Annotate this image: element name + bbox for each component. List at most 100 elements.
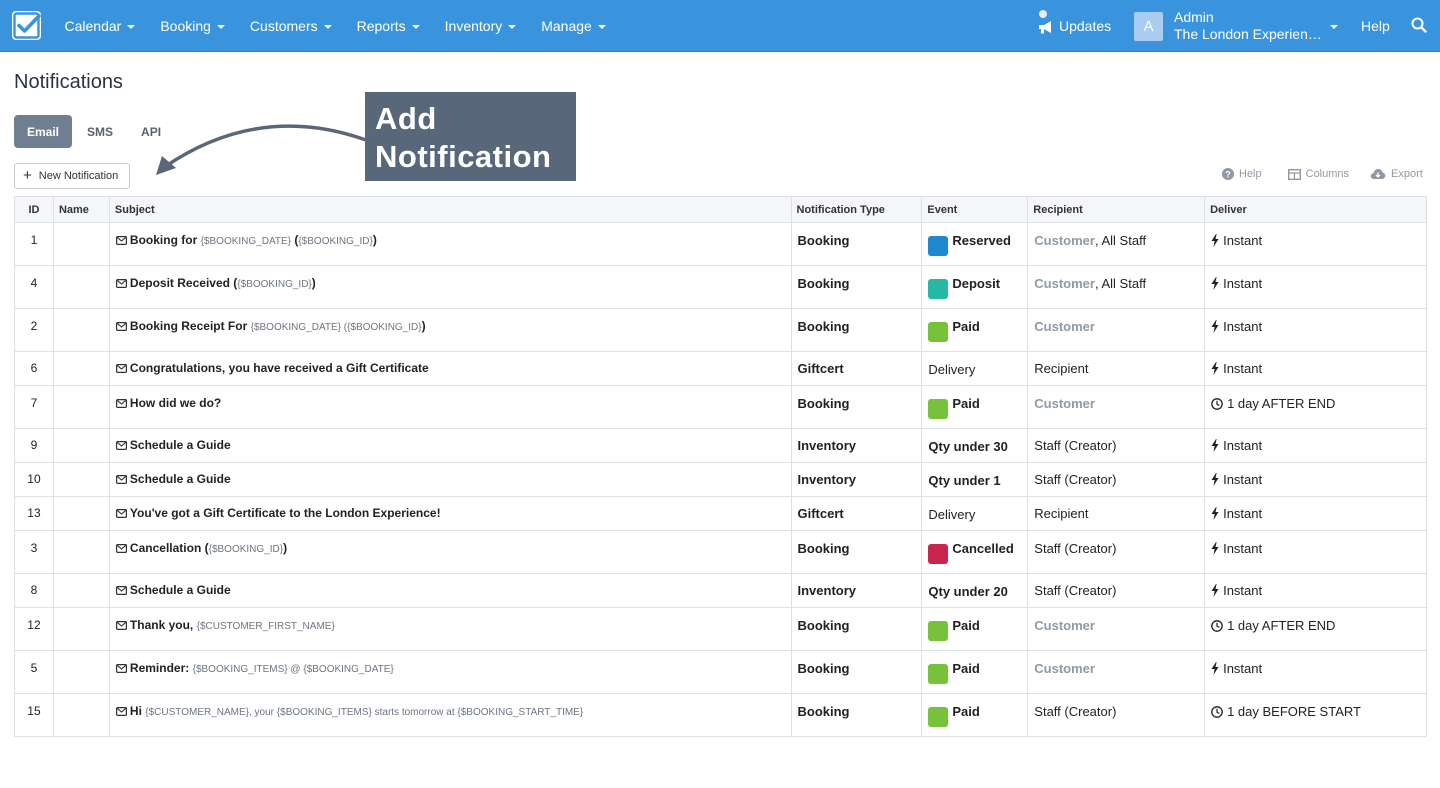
table-row[interactable]: 6 Congratulations, you have received a Gi… — [14, 351, 1427, 386]
user-menu[interactable]: A Admin The London Experience — [1134, 9, 1338, 43]
subject-variable: {$BOOKING_ID} — [237, 279, 312, 290]
bolt-icon — [1211, 277, 1219, 290]
recipient-text: Staff (Creator) — [1034, 541, 1117, 556]
cell-name — [52, 573, 110, 608]
tab-sms[interactable]: SMS — [87, 124, 114, 139]
cell-deliver: Instant — [1204, 428, 1427, 463]
cell-deliver: Instant — [1204, 265, 1427, 309]
subject-variable: {$BOOKING_ID} — [208, 544, 284, 555]
subject-variable: {$BOOKING_ITEMS} @ {$BOOKING_DATE} — [192, 664, 394, 675]
column-header-deliver[interactable]: Deliver — [1204, 196, 1427, 223]
columns-tool-button[interactable]: Columns — [1287, 168, 1350, 180]
envelope-icon — [115, 664, 127, 673]
column-header-event[interactable]: Event — [921, 196, 1029, 223]
nav-item-booking[interactable]: Booking — [148, 0, 238, 52]
cell-recipient: Customer, All Staff — [1027, 265, 1206, 309]
table-row[interactable]: 3 Cancellation ({$BOOKING_ID}) Booking Canc… — [14, 530, 1427, 574]
column-header-name[interactable]: Name — [52, 196, 110, 223]
cell-subject[interactable]: Booking for {$BOOKING_DATE} ({$BOOKING_I… — [108, 222, 792, 266]
column-header-notification-type[interactable]: Notification Type — [790, 196, 923, 223]
table-row[interactable]: 2 Booking Receipt For {$BOOKING_DATE} ({$… — [14, 308, 1427, 352]
subject-text: Booking Receipt For — [129, 319, 251, 333]
nav-item-reports[interactable]: Reports — [344, 0, 432, 52]
help-tool-button[interactable]: ? Help — [1222, 168, 1262, 180]
event-label: Reserved — [952, 233, 1011, 248]
cell-subject[interactable]: Schedule a Guide — [108, 462, 792, 497]
table-row[interactable]: 9 Schedule a Guide Inventory Qty under 30 St… — [14, 428, 1427, 463]
cell-recipient: Recipient — [1027, 496, 1206, 531]
user-name: Admin — [1174, 9, 1214, 25]
deliver-label: Instant — [1223, 276, 1263, 291]
cell-subject[interactable]: Hi {$CUSTOMER_NAME}, your {$BOOKING_ITEM… — [108, 693, 792, 737]
cell-subject[interactable]: Deposit Received ({$BOOKING_ID}) — [108, 265, 792, 309]
clock-icon — [1211, 706, 1223, 718]
cell-notification-type: Booking — [790, 530, 923, 574]
cell-id: 5 — [14, 650, 54, 694]
nav-item-customers[interactable]: Customers — [237, 0, 344, 52]
cell-subject[interactable]: Cancellation ({$BOOKING_ID}) — [108, 530, 792, 574]
deliver-label: Instant — [1223, 319, 1263, 334]
new-notification-button[interactable]: + New Notification — [14, 163, 130, 189]
column-header-recipient[interactable]: Recipient — [1027, 196, 1206, 223]
event-label: Paid — [952, 319, 980, 334]
column-header-id[interactable]: ID — [14, 196, 54, 223]
subject-text: ) — [283, 541, 288, 555]
cell-id: 15 — [14, 693, 54, 737]
tab-api[interactable]: API — [141, 124, 162, 139]
table-row[interactable]: 8 Schedule a Guide Inventory Qty under 20 St… — [14, 573, 1427, 608]
envelope-icon — [115, 475, 127, 484]
nav-item-inventory[interactable]: Inventory — [432, 0, 529, 52]
table-row[interactable]: 10 Schedule a Guide Inventory Qty under 1 St… — [14, 462, 1427, 497]
event-label: Qty under 20 — [928, 584, 1008, 599]
bolt-icon — [1211, 473, 1219, 486]
cell-subject[interactable]: How did we do? — [108, 385, 792, 429]
tab-email[interactable]: Email — [14, 115, 73, 148]
cell-event: Qty under 30 — [921, 428, 1029, 463]
table-row[interactable]: 13 You've got a Gift Certificate to the L… — [14, 496, 1427, 531]
nav-item-calendar[interactable]: Calendar — [52, 0, 148, 52]
subject-text: Schedule a Guide — [129, 438, 231, 452]
cell-deliver: Instant — [1204, 222, 1427, 266]
table-row[interactable]: 1 Booking for {$BOOKING_DATE} ({$BOOKING_… — [14, 222, 1427, 266]
bolt-icon — [1211, 507, 1219, 520]
search-icon[interactable] — [1411, 17, 1427, 38]
table-header-row: ID Name Subject Notification Type Event Recip… — [14, 196, 1427, 223]
table-row[interactable]: 15 Hi {$CUSTOMER_NAME}, your {$BOOKING_IT… — [14, 693, 1427, 737]
cell-event: Delivery — [921, 496, 1029, 531]
table-row[interactable]: 7 How did we do? Booking Paid Customer 1 day … — [14, 385, 1427, 429]
event-label: Paid — [952, 704, 980, 719]
cell-id: 12 — [14, 607, 54, 651]
cell-subject[interactable]: Schedule a Guide — [108, 573, 792, 608]
deliver-label: Instant — [1223, 233, 1263, 248]
cell-recipient: Customer, All Staff — [1027, 222, 1206, 266]
column-header-subject[interactable]: Subject — [108, 196, 792, 223]
cell-notification-type: Inventory — [790, 428, 923, 463]
updates-button[interactable]: Updates — [1038, 0, 1111, 52]
cell-recipient: Customer — [1027, 308, 1206, 352]
nav-item-manage[interactable]: Manage — [529, 0, 619, 52]
checkbox-logo-icon[interactable] — [12, 11, 41, 40]
annotation-callout: Add Notification — [365, 92, 576, 181]
export-tool-button[interactable]: Export — [1370, 168, 1423, 180]
table-row[interactable]: 5 Reminder: {$BOOKING_ITEMS} @ {$BOOKING_… — [14, 650, 1427, 694]
cell-subject[interactable]: Thank you, {$CUSTOMER_FIRST_NAME} — [108, 607, 792, 651]
cell-subject[interactable]: Reminder: {$BOOKING_ITEMS} @ {$BOOKING_D… — [108, 650, 792, 694]
subject-text: You've got a Gift Certificate to the Lon… — [129, 506, 441, 520]
cell-event: Deposit — [921, 265, 1029, 309]
subject-text: Thank you, — [129, 618, 197, 632]
cell-subject[interactable]: Schedule a Guide — [108, 428, 792, 463]
annotation-line-2: Notification — [375, 139, 552, 174]
cell-subject[interactable]: You've got a Gift Certificate to the Lon… — [108, 496, 792, 531]
cell-notification-type: Giftcert — [790, 351, 923, 386]
cell-recipient: Staff (Creator) — [1027, 428, 1206, 463]
columns-tool-label: Columns — [1305, 168, 1350, 180]
new-notification-label: New Notification — [38, 170, 119, 182]
chevron-down-icon — [1330, 25, 1338, 29]
help-link[interactable]: Help — [1361, 18, 1390, 34]
cell-subject[interactable]: Booking Receipt For {$BOOKING_DATE} ({$B… — [108, 308, 792, 352]
cell-subject[interactable]: Congratulations, you have received a Gif… — [108, 351, 792, 386]
table-row[interactable]: 4 Deposit Received ({$BOOKING_ID}) Booking… — [14, 265, 1427, 309]
event-label: Paid — [952, 618, 980, 633]
table-row[interactable]: 12 Thank you, {$CUSTOMER_FIRST_NAME} Booki… — [14, 607, 1427, 651]
cell-id: 6 — [14, 351, 54, 386]
